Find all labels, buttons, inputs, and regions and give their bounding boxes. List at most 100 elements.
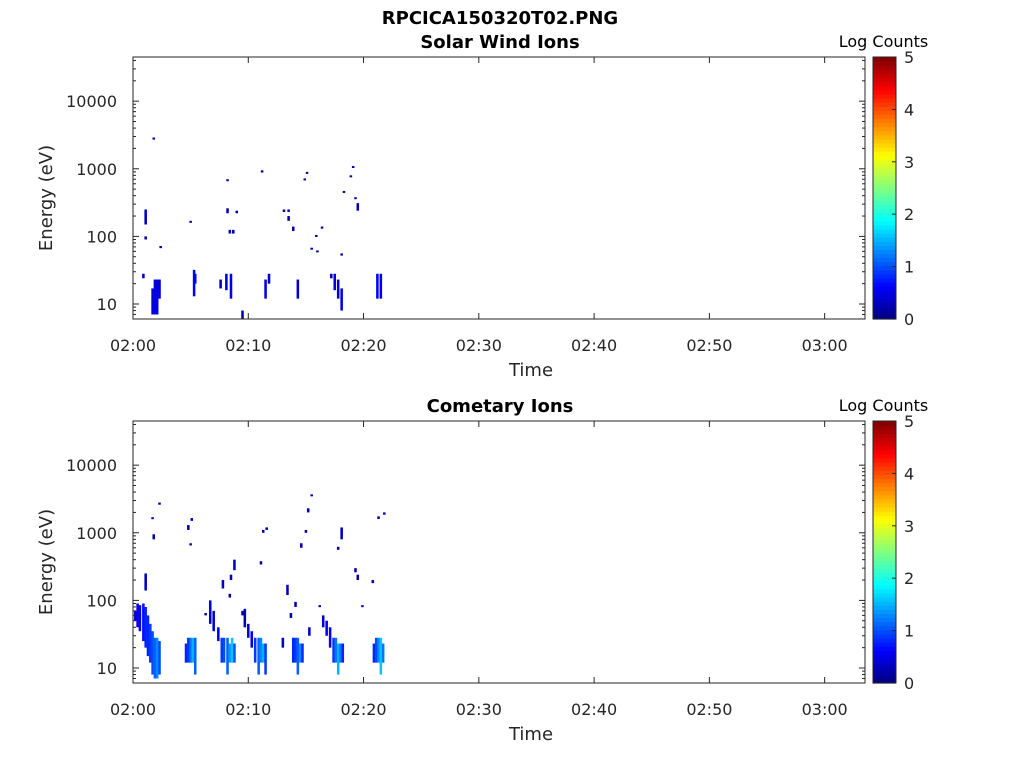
colorbar-segment (873, 269, 896, 275)
colorbar-segment (873, 188, 896, 193)
colorbar-segment (873, 200, 896, 205)
colorbar-tick-label: 4 (904, 100, 914, 119)
x-tick-label: 02:00 (110, 336, 156, 355)
heatmap-cell (372, 643, 376, 663)
heatmap-cell (226, 208, 229, 214)
colorbar-frame (872, 420, 897, 684)
figure-title: RPCICA150320T02.PNG (382, 8, 618, 29)
colorbar-segment (873, 171, 896, 177)
heatmap-cell (321, 615, 325, 628)
heatmap-cell (267, 273, 271, 284)
colorbar-segment (873, 527, 896, 533)
heatmap-cell (291, 226, 295, 232)
heatmap-cell (228, 593, 232, 598)
heatmap-cell (153, 279, 157, 315)
heatmap-cell (187, 637, 190, 663)
heatmap-cell (217, 627, 220, 642)
colorbar-segment (873, 126, 896, 132)
y-tick-label: 1000 (76, 160, 117, 179)
colorbar-label: Log Counts (839, 396, 929, 415)
colorbar-tick-label: 3 (904, 153, 914, 172)
heatmap-cell (305, 171, 309, 174)
plot-area (133, 57, 865, 319)
colorbar-segment (873, 597, 896, 602)
colorbar-segment (873, 588, 896, 594)
heatmap-cell (208, 600, 212, 624)
heatmap-cell (361, 605, 364, 608)
y-tick-label: 10000 (66, 92, 117, 111)
heatmap-cell (287, 209, 290, 212)
heatmap-cell (286, 584, 289, 596)
colorbar-segment (873, 93, 896, 99)
x-tick-label: 02:50 (686, 700, 732, 719)
heatmap-cell (282, 209, 286, 212)
colorbar-segment (873, 273, 896, 279)
heatmap-cell (296, 637, 300, 675)
colorbar-segment (873, 547, 896, 553)
heatmap-cell (339, 643, 342, 663)
colorbar-segment (873, 543, 896, 549)
heatmap-cell (151, 288, 154, 315)
heatmap-cell (261, 529, 265, 533)
x-tick-label: 03:00 (802, 336, 848, 355)
heatmap-cell (138, 605, 142, 632)
x-tick-label: 02:10 (225, 700, 271, 719)
heatmap-cell (336, 546, 340, 550)
colorbar-segment (873, 159, 896, 165)
colorbar-segment (873, 457, 896, 463)
colorbar-segment (873, 646, 896, 651)
colorbar-segment (873, 461, 896, 467)
colorbar-segment (873, 249, 896, 255)
heatmap-cell (340, 527, 343, 540)
x-tick-label: 02:30 (456, 700, 502, 719)
colorbar-segment (873, 429, 896, 434)
heatmap-cell (233, 643, 236, 663)
x-axis-label: Time (508, 360, 553, 381)
heatmap-cell (233, 559, 236, 571)
y-axis-label: Energy (eV) (36, 145, 57, 251)
colorbar-segment (873, 73, 896, 79)
heatmap-cell (306, 508, 310, 513)
colorbar-segment (873, 535, 896, 541)
colorbar-segment (873, 97, 896, 103)
colorbar-segment (873, 666, 896, 672)
axes-box (132, 420, 866, 684)
colorbar-segment (873, 183, 896, 189)
heatmap-cell (153, 637, 157, 679)
heatmap-cell (379, 273, 383, 299)
colorbar-segment (873, 282, 896, 287)
colorbar-segment (873, 134, 896, 140)
axes-box (132, 56, 866, 320)
heatmap-cells (142, 137, 383, 319)
colorbar-segment (873, 89, 896, 95)
heatmap-cell (219, 279, 222, 289)
colorbar-segment (873, 228, 896, 234)
x-tick-label: 02:30 (456, 336, 502, 355)
colorbar-segment (873, 523, 896, 529)
colorbar-segment (873, 220, 896, 226)
heatmap-cell (261, 643, 265, 663)
colorbar-segment (873, 286, 896, 291)
colorbar-segment (873, 498, 896, 504)
heatmap-cell (152, 534, 156, 540)
colorbar-segment (873, 580, 896, 586)
colorbar-tick-label: 5 (904, 48, 914, 67)
heatmap-cell (354, 197, 357, 200)
colorbar-segment (873, 106, 896, 111)
colorbar-tick-label: 0 (904, 310, 914, 329)
heatmap-cell (226, 179, 229, 182)
colorbar-segment (873, 69, 896, 74)
heatmap-cell (296, 279, 300, 299)
colorbar-segment (873, 453, 896, 459)
colorbar-segment (873, 265, 896, 271)
heatmap-cell (155, 279, 159, 315)
heatmap-cell (334, 637, 338, 663)
colorbar-segment (873, 155, 896, 160)
plot-area (133, 421, 865, 683)
heatmap-cell (152, 137, 156, 140)
colorbar-segment (873, 490, 896, 496)
